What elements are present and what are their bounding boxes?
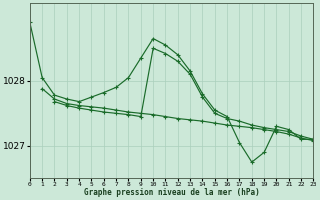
X-axis label: Graphe pression niveau de la mer (hPa): Graphe pression niveau de la mer (hPa) (84, 188, 260, 197)
